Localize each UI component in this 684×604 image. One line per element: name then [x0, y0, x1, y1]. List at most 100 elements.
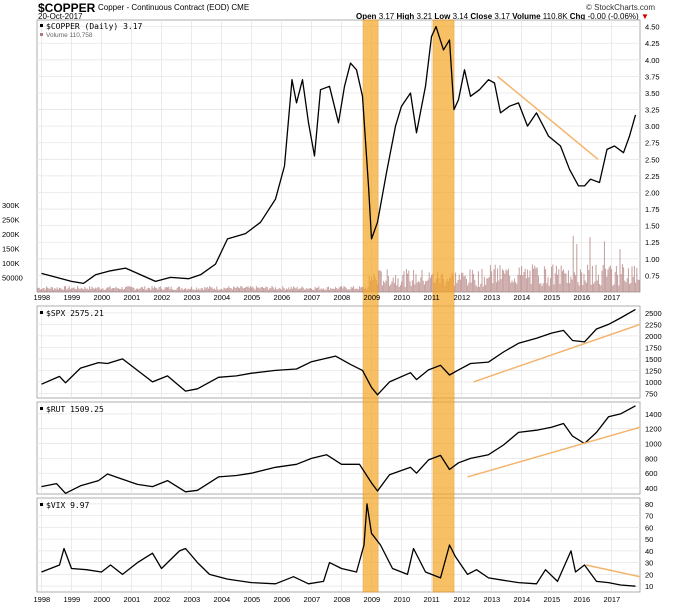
volume-histogram	[37, 235, 640, 292]
y-tick-label: 2250	[645, 320, 662, 329]
y-tick-label: 3.75	[645, 72, 660, 81]
y-tick-label: 10	[645, 582, 653, 591]
series-line-1	[41, 25, 637, 285]
y-tick-label: 1000	[645, 440, 662, 449]
x-tick-label: 2013	[484, 595, 501, 604]
x-tick-label: 2009	[364, 595, 381, 604]
x-tick-label: 2012	[454, 293, 471, 302]
y-tick-label: 1200	[645, 425, 662, 434]
chg-label: Chg	[569, 12, 586, 21]
y-tick-label: 750	[645, 389, 658, 398]
highlight-band-2	[432, 19, 455, 593]
x-tick-label: 1998	[34, 595, 51, 604]
panel-frame-1	[36, 19, 641, 293]
x-tick-label: 2017	[604, 293, 621, 302]
high-label: High	[396, 12, 415, 21]
chart-date: 20-Oct-2017	[38, 12, 83, 21]
stockcharts-credit[interactable]: © StockCharts.com	[586, 3, 656, 12]
quote-bar: Open 3.17 High 3.21 Low 3.14 Close 3.17 …	[356, 12, 649, 21]
volume-tick-label: 200K	[2, 230, 20, 239]
open-label: Open	[356, 12, 377, 21]
chart-symbol: $COPPER	[38, 1, 96, 15]
x-tick-label: 2016	[574, 293, 591, 302]
x-tick-label: 2002	[154, 595, 171, 604]
volume-tick-label: 250K	[2, 216, 20, 225]
x-tick-label: 2009	[364, 293, 381, 302]
x-tick-label: 2016	[574, 595, 591, 604]
y-tick-label: 400	[645, 484, 658, 493]
y-tick-label: 40	[645, 547, 653, 556]
panel-frame-4	[36, 497, 641, 593]
panel-label: $RUT 1509.25	[46, 405, 104, 414]
volume-tick-label: 150K	[2, 245, 20, 254]
x-tick-label: 2003	[184, 595, 201, 604]
panel-frame-2	[36, 305, 641, 399]
panel-label: $COPPER (Daily) 3.17	[46, 22, 143, 31]
x-tick-label: 2003	[184, 293, 201, 302]
x-tick-label: 2014	[514, 595, 531, 604]
high-value: 3.21	[416, 12, 433, 21]
series-line-4	[41, 503, 636, 587]
close-label: Close	[470, 12, 493, 21]
y-tick-label: 30	[645, 559, 653, 568]
series-legend-swatch	[40, 311, 43, 314]
x-tick-label: 2011	[424, 293, 440, 302]
y-tick-label: 50	[645, 535, 653, 544]
y-tick-label: 600	[645, 469, 658, 478]
x-tick-label: 2013	[484, 293, 501, 302]
series-legend-swatch	[40, 503, 43, 506]
y-tick-label: 1000	[645, 378, 662, 387]
y-tick-label: 2500	[645, 309, 662, 318]
volume-label: Volume 110,758	[46, 32, 93, 39]
x-tick-label: 2010	[394, 595, 411, 604]
trendline	[467, 426, 641, 478]
x-tick-label: 2014	[514, 293, 531, 302]
x-tick-label: 2000	[94, 293, 111, 302]
x-tick-label: 2012	[454, 595, 471, 604]
x-tick-label: 2001	[124, 293, 141, 302]
series-legend-swatch	[40, 407, 43, 410]
y-tick-label: 60	[645, 523, 653, 532]
down-arrow-icon: ▼	[640, 12, 649, 21]
x-tick-label: 1999	[64, 293, 81, 302]
series-legend-swatch	[40, 24, 43, 27]
close-value: 3.17	[494, 12, 510, 21]
y-tick-label: 3.00	[645, 122, 660, 131]
volume-value: 110.8K	[542, 12, 568, 21]
panel-label: $VIX 9.97	[46, 501, 90, 510]
volume-legend-swatch	[40, 33, 43, 36]
y-tick-label: 3.50	[645, 89, 660, 98]
y-tick-label: 0.75	[645, 271, 660, 280]
volume-tick-label: 100K	[2, 259, 20, 268]
x-tick-label: 2008	[334, 595, 351, 604]
x-tick-label: 2002	[154, 293, 171, 302]
chg-value: -0.00 (-0.06%)	[587, 12, 639, 21]
x-tick-label: 2005	[244, 595, 261, 604]
x-tick-label: 2015	[544, 293, 561, 302]
x-tick-label: 2011	[424, 595, 440, 604]
y-tick-label: 1.50	[645, 222, 660, 231]
trendline	[497, 75, 599, 160]
open-value: 3.17	[378, 12, 395, 21]
x-tick-label: 2008	[334, 293, 351, 302]
y-tick-label: 4.50	[645, 23, 660, 32]
chart-description: Copper - Continuous Contract (EOD) CME	[98, 3, 250, 12]
panel-frame-3	[36, 401, 641, 495]
y-tick-label: 1750	[645, 343, 662, 352]
x-tick-label: 2006	[274, 595, 291, 604]
x-tick-label: 2004	[214, 293, 231, 302]
y-tick-label: 4.25	[645, 39, 660, 48]
x-tick-label: 2010	[394, 293, 411, 302]
y-tick-label: 20	[645, 570, 653, 579]
series-line-3	[41, 405, 636, 494]
y-tick-label: 70	[645, 512, 653, 521]
y-tick-label: 1250	[645, 366, 662, 375]
panel-label: $SPX 2575.21	[46, 309, 104, 318]
y-tick-label: 2000	[645, 332, 662, 341]
y-tick-label: 2.50	[645, 155, 660, 164]
low-label: Low	[434, 12, 451, 21]
x-tick-label: 2000	[94, 595, 111, 604]
trendline	[473, 323, 641, 383]
x-tick-label: 2017	[604, 595, 621, 604]
